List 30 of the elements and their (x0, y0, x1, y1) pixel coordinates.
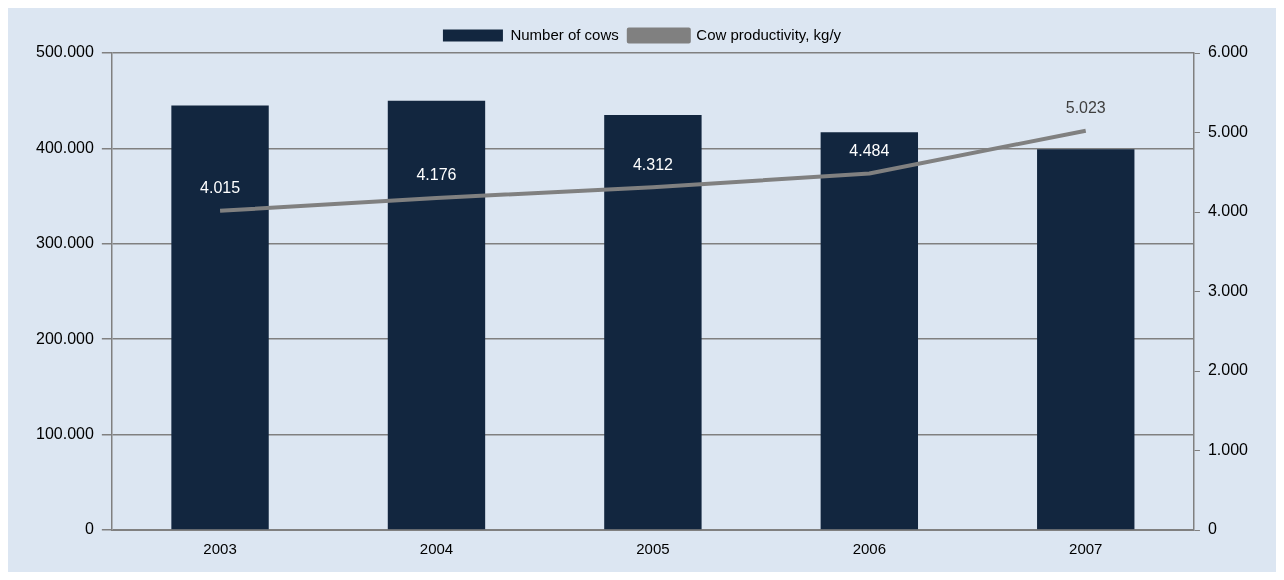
y2-tick-label: 3.000 (1207, 281, 1249, 299)
y2-tick-label: 6.000 (1207, 43, 1249, 61)
bar (171, 105, 269, 530)
bar (604, 115, 702, 530)
x-tick-label: 2007 (1069, 540, 1103, 558)
y2-tick-label: 5.000 (1207, 122, 1249, 140)
y2-tick-label: 0 (1207, 520, 1217, 538)
data-label: 4.484 (849, 141, 890, 159)
y2-tick-label: 4.000 (1207, 202, 1249, 220)
data-label: 4.176 (416, 166, 457, 184)
data-label: 5.023 (1065, 99, 1106, 117)
y-tick-label: 200.000 (35, 329, 94, 347)
y-tick-label: 300.000 (35, 234, 94, 252)
bar (820, 132, 919, 530)
legend-label: Cow productivity, kg/y (696, 25, 842, 43)
x-tick-label: 2003 (203, 540, 237, 558)
y2-tick-label: 2.000 (1207, 361, 1249, 379)
y-tick-label: 100.000 (35, 425, 94, 443)
y-tick-label: 400.000 (35, 138, 94, 156)
data-label: 4.312 (632, 155, 674, 173)
bar (387, 100, 486, 530)
bar (1037, 149, 1135, 530)
y-tick-label: 0 (84, 520, 94, 538)
y-tick-label: 500.000 (35, 43, 94, 61)
x-tick-label: 2005 (636, 540, 670, 558)
legend-label: Number of cows (510, 25, 619, 43)
data-label: 4.015 (200, 179, 241, 197)
x-tick-label: 2006 (852, 540, 887, 558)
y2-tick-label: 1.000 (1207, 440, 1249, 458)
x-tick-label: 2004 (419, 540, 454, 558)
